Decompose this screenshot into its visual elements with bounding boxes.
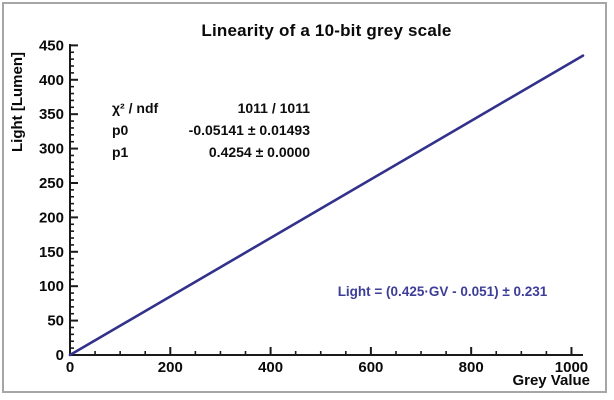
x-axis-title: Grey Value xyxy=(512,372,590,389)
fit-line xyxy=(68,54,585,357)
y-axis-tick-label: 250 xyxy=(39,175,64,192)
y-axis-tick-label: 450 xyxy=(39,37,64,54)
stats-row-chi2: χ² / ndf 1011 / 1011 xyxy=(112,97,310,119)
y-axis-tick-label: 300 xyxy=(39,141,64,158)
fit-stats-box: χ² / ndf 1011 / 1011 p0 -0.05141 ± 0.014… xyxy=(112,97,310,163)
x-axis-tick-label: 1000 xyxy=(555,359,588,376)
y-axis-tick-label: 400 xyxy=(39,72,64,89)
stats-p1-value: 0.4254 ± 0.0000 xyxy=(208,144,310,160)
x-axis-tick-label: 800 xyxy=(459,359,484,376)
x-axis-tick-label: 400 xyxy=(258,359,283,376)
stats-chi2-value: 1011 / 1011 xyxy=(237,100,310,116)
y-axis-tick-label: 0 xyxy=(56,347,64,364)
y-axis-tick-label: 50 xyxy=(47,313,64,330)
stats-row-p1: p1 0.4254 ± 0.0000 xyxy=(112,141,310,163)
y-axis-tick-label: 200 xyxy=(39,209,64,226)
y-axis-tick-label: 100 xyxy=(39,278,64,295)
image-border xyxy=(2,2,607,393)
chart-title: Linearity of a 10-bit grey scale xyxy=(201,21,452,40)
stats-p0-label: p0 xyxy=(112,122,129,138)
stats-p1-label: p1 xyxy=(112,144,129,160)
stats-p0-value: -0.05141 ± 0.01493 xyxy=(188,122,310,138)
fit-annotation: Light = (0.425·GV - 0.051) ± 0.231 xyxy=(337,284,548,299)
stats-chi2-label: χ² / ndf xyxy=(112,100,159,116)
y-axis-tick-label: 150 xyxy=(39,244,64,261)
x-axis-tick-label: 200 xyxy=(158,359,183,376)
y-axis-tick-label: 350 xyxy=(39,106,64,123)
x-axis-tick-label: 0 xyxy=(66,359,74,376)
y-axis-title: Light [Lumen] xyxy=(9,52,26,152)
stats-row-p0: p0 -0.05141 ± 0.01493 xyxy=(112,119,310,141)
x-axis-tick-label: 600 xyxy=(358,359,383,376)
